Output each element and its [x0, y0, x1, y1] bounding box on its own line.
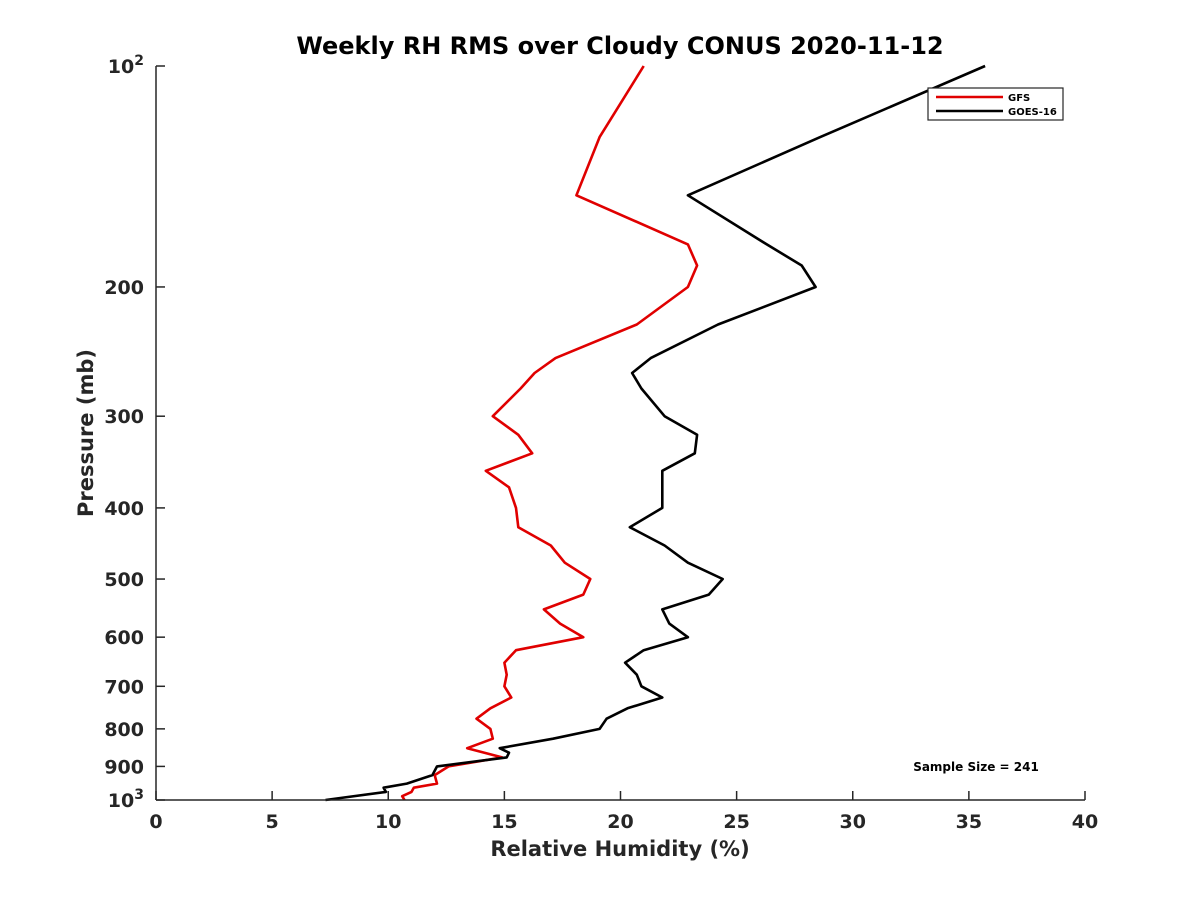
y-tick-label: 400 [104, 498, 144, 520]
y-tick-label: 900 [104, 756, 144, 778]
x-tick-label: 25 [723, 811, 749, 833]
x-tick-label: 10 [375, 811, 401, 833]
y-tick-label: 103 [108, 787, 144, 812]
legend-label-goes16: GOES-16 [1008, 107, 1057, 118]
x-tick-label: 20 [607, 811, 633, 833]
sample-size-annotation: Sample Size = 241 [913, 760, 1039, 774]
x-tick-label: 5 [266, 811, 279, 833]
y-ticks: 102 200 300 400 500 600 700 800 900 103 [104, 53, 165, 812]
x-tick-label: 0 [149, 811, 162, 833]
y-tick-label: 500 [104, 569, 144, 591]
legend-box [927, 87, 1064, 121]
x-tick-label: 35 [956, 811, 982, 833]
y-tick-label: 600 [104, 627, 144, 649]
x-tick-label: 15 [491, 811, 517, 833]
y-tick-label: 300 [104, 406, 144, 428]
y-tick-label: 800 [104, 719, 144, 741]
y-tick-label: 102 [108, 53, 144, 78]
chart-title: Weekly RH RMS over Cloudy CONUS 2020-11-… [296, 32, 943, 60]
series-line-goes-16 [325, 64, 986, 802]
x-tick-label: 40 [1072, 811, 1098, 833]
series-lines [325, 64, 986, 802]
y-axis-label: Pressure (mb) [74, 349, 98, 517]
x-ticks: 0 5 10 15 20 25 30 35 40 [149, 791, 1098, 833]
y-tick-label: 200 [104, 277, 144, 299]
x-axis-label: Relative Humidity (%) [490, 837, 749, 861]
legend: GFS GOES-16 [927, 87, 1064, 121]
y-tick-label: 700 [104, 676, 144, 698]
legend-label-gfs: GFS [1008, 93, 1030, 104]
x-tick-label: 30 [840, 811, 866, 833]
